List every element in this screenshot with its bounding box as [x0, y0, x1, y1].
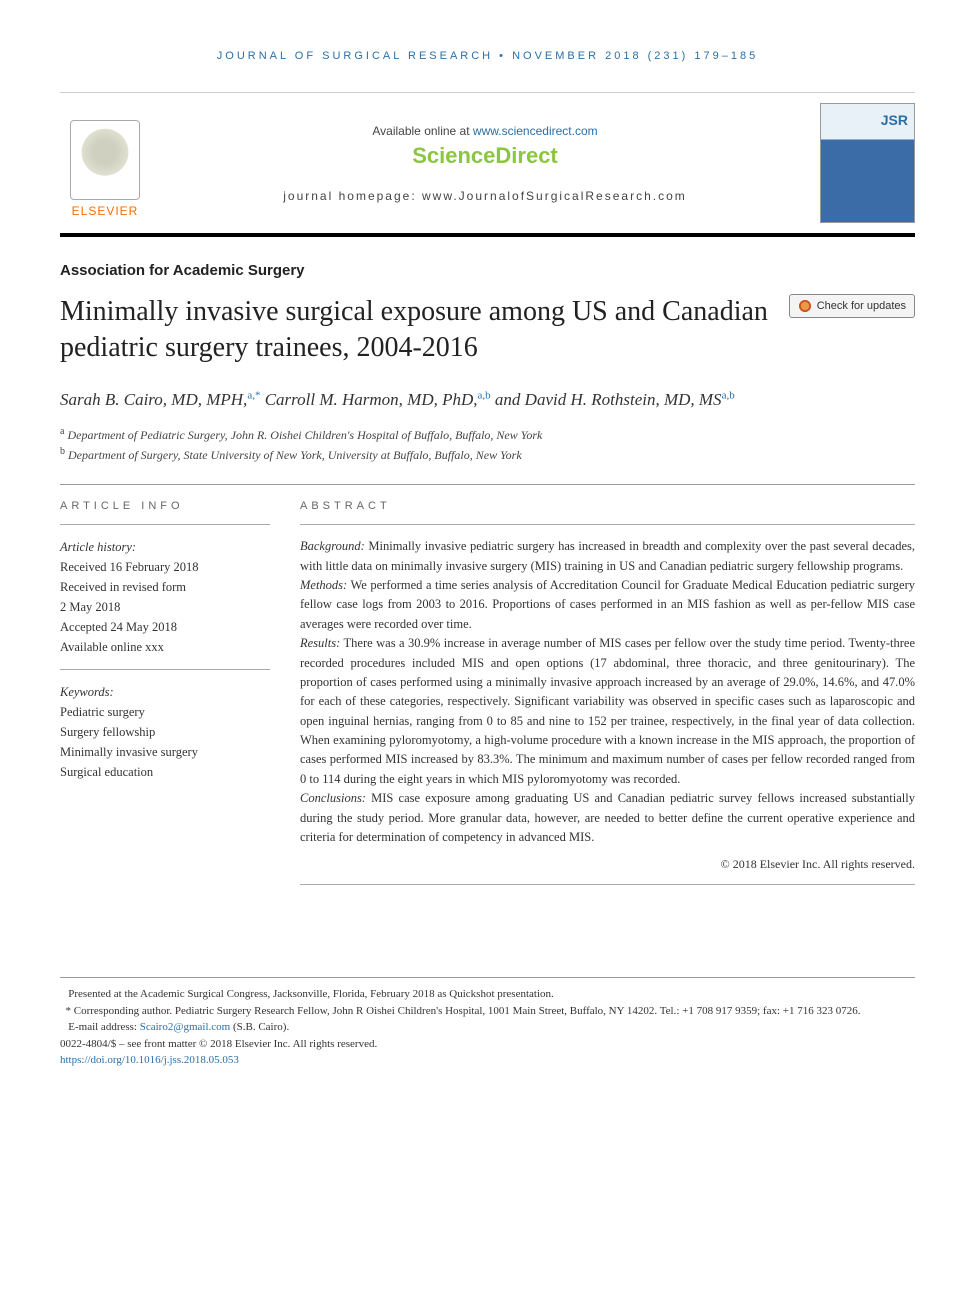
background-label: Background:: [300, 539, 365, 553]
corresponding-label: * Corresponding author.: [66, 1005, 173, 1017]
background-text: Minimally invasive pediatric surgery has…: [300, 539, 915, 572]
abstract-text: Background: Minimally invasive pediatric…: [300, 537, 915, 847]
sub-divider: [300, 524, 915, 525]
received-date: Received 16 February 2018: [60, 557, 270, 577]
corresponding-footnote: * Corresponding author. Pediatric Surger…: [60, 1003, 915, 1020]
article-history: Article history: Received 16 February 20…: [60, 537, 270, 657]
keyword: Surgery fellowship: [60, 722, 270, 742]
online-date: Available online xxx: [60, 637, 270, 657]
email-suffix: (S.B. Cairo).: [230, 1021, 289, 1033]
affiliation-a-text: Department of Pediatric Surgery, John R.…: [67, 428, 542, 442]
sub-divider: [300, 884, 915, 885]
affiliation-b-text: Department of Surgery, State University …: [68, 448, 522, 462]
divider: [60, 484, 915, 485]
journal-homepage: journal homepage: www.JournalofSurgicalR…: [165, 189, 805, 203]
conclusions-label: Conclusions:: [300, 791, 366, 805]
sciencedirect-link[interactable]: www.sciencedirect.com: [473, 124, 598, 138]
check-updates-button[interactable]: Check for updates: [789, 294, 915, 318]
two-column-body: ARTICLE INFO Article history: Received 1…: [60, 500, 915, 897]
article-title: Minimally invasive surgical exposure amo…: [60, 294, 769, 367]
available-prefix: Available online at: [372, 124, 473, 138]
journal-cover[interactable]: JSR: [820, 103, 915, 223]
footnotes: Presented at the Academic Surgical Congr…: [60, 977, 915, 1069]
presented-footnote: Presented at the Academic Surgical Congr…: [60, 986, 915, 1003]
revised-line1: Received in revised form: [60, 577, 270, 597]
presented-text: Presented at the Academic Surgical Congr…: [68, 988, 554, 1000]
accepted-date: Accepted 24 May 2018: [60, 617, 270, 637]
elsevier-logo[interactable]: ELSEVIER: [60, 108, 150, 218]
corresponding-text: Pediatric Surgery Research Fellow, John …: [172, 1005, 860, 1017]
methods-text: We performed a time series analysis of A…: [300, 578, 915, 631]
keyword: Minimally invasive surgery: [60, 742, 270, 762]
abstract-heading: ABSTRACT: [300, 500, 915, 512]
homepage-url[interactable]: www.JournalofSurgicalResearch.com: [422, 189, 687, 203]
doi-link[interactable]: https://doi.org/10.1016/j.jss.2018.05.05…: [60, 1054, 239, 1066]
homepage-label: journal homepage:: [283, 189, 422, 203]
running-head: JOURNAL OF SURGICAL RESEARCH • NOVEMBER …: [60, 50, 915, 62]
abstract-copyright: © 2018 Elsevier Inc. All rights reserved…: [300, 857, 915, 872]
sub-divider: [60, 669, 270, 670]
email-footnote: E-mail address: Scairo2@gmail.com (S.B. …: [60, 1019, 915, 1036]
masthead: ELSEVIER Available online at www.science…: [60, 92, 915, 237]
available-online: Available online at www.sciencedirect.co…: [165, 124, 805, 138]
masthead-center: Available online at www.sciencedirect.co…: [165, 124, 805, 203]
crossmark-icon: [798, 299, 812, 313]
keywords-label: Keywords:: [60, 682, 270, 702]
conclusions-text: MIS case exposure among graduating US an…: [300, 791, 915, 844]
sub-divider: [60, 524, 270, 525]
article-info-heading: ARTICLE INFO: [60, 500, 270, 512]
affiliations: a Department of Pediatric Surgery, John …: [60, 424, 915, 464]
elsevier-text: ELSEVIER: [72, 204, 139, 218]
methods-label: Methods:: [300, 578, 347, 592]
issn-footnote: 0022-4804/$ – see front matter © 2018 El…: [60, 1036, 915, 1053]
revised-line2: 2 May 2018: [60, 597, 270, 617]
keyword: Surgical education: [60, 762, 270, 782]
sciencedirect-logo[interactable]: ScienceDirect: [165, 143, 805, 169]
elsevier-tree-icon: [70, 120, 140, 200]
title-row: Minimally invasive surgical exposure amo…: [60, 294, 915, 367]
article-info-column: ARTICLE INFO Article history: Received 1…: [60, 500, 270, 897]
authors: Sarah B. Cairo, MD, MPH,a,* Carroll M. H…: [60, 387, 915, 413]
keyword: Pediatric surgery: [60, 702, 270, 722]
email-link[interactable]: Scairo2@gmail.com: [140, 1021, 230, 1033]
check-updates-label: Check for updates: [817, 300, 906, 312]
affiliation-a: a Department of Pediatric Surgery, John …: [60, 424, 915, 444]
history-label: Article history:: [60, 537, 270, 557]
keywords-block: Keywords: Pediatric surgery Surgery fell…: [60, 682, 270, 782]
section-name: Association for Academic Surgery: [60, 262, 915, 279]
journal-cover-abbrev: JSR: [881, 112, 908, 128]
results-label: Results:: [300, 636, 340, 650]
affiliation-b: b Department of Surgery, State Universit…: [60, 444, 915, 464]
abstract-column: ABSTRACT Background: Minimally invasive …: [300, 500, 915, 897]
email-label: E-mail address:: [68, 1021, 139, 1033]
results-text: There was a 30.9% increase in average nu…: [300, 636, 915, 786]
